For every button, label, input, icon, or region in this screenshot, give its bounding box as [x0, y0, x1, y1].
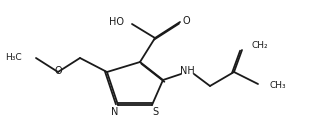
Text: O: O	[54, 66, 62, 76]
Text: H₃C: H₃C	[5, 52, 22, 62]
Text: NH: NH	[180, 66, 194, 76]
Text: CH₂: CH₂	[252, 40, 269, 50]
Text: HO: HO	[109, 17, 124, 27]
Text: CH₃: CH₃	[270, 82, 287, 91]
Text: N: N	[111, 107, 119, 117]
Text: S: S	[152, 107, 158, 117]
Text: O: O	[182, 16, 190, 26]
